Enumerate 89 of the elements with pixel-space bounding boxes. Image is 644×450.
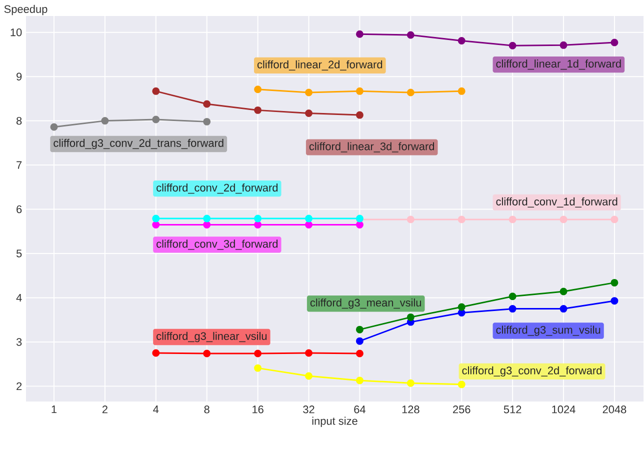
point [356,376,364,384]
x-tick-label: 8 [204,406,210,414]
point [305,110,313,118]
point [203,221,211,229]
point [254,350,262,358]
point [152,221,160,229]
point [458,37,466,45]
point [508,216,516,224]
point [305,349,313,357]
point [305,214,313,222]
y-tick-label: 6 [16,206,22,214]
point [458,303,466,311]
point [152,214,160,222]
series-label: clifford_linear_1d_forward [496,60,621,70]
point [458,380,466,388]
series-label: clifford_g3_conv_2d_trans_forward [54,139,224,150]
y-axis-title: Speedup [4,5,48,16]
point [356,30,364,38]
point [203,214,211,222]
point [356,350,364,358]
point [508,292,516,300]
series-label: clifford_g3_sum_vsilu [496,326,600,336]
point [356,221,364,229]
text: clifford_linear_3d_forward [309,142,434,152]
x-tick-label: 16 [252,406,264,414]
point [610,297,618,305]
point [458,216,466,224]
x-tick-label: 128 [402,406,420,414]
y-tick-label: 9 [16,72,22,81]
point [203,118,211,126]
y-tick-label: 10 [10,28,22,36]
point [305,88,313,96]
point [458,88,466,96]
point [356,326,364,334]
point [50,123,58,131]
x-tick-label: 4 [153,406,159,414]
x-tick-label: 64 [354,406,366,414]
point [406,314,414,322]
point [610,216,618,224]
point [152,88,160,96]
point [406,380,414,388]
point [254,214,262,222]
point [560,42,568,50]
y-tick-label: 7 [16,161,22,169]
point [152,349,160,357]
point [356,338,364,345]
point [254,221,262,229]
x-tick-label: 256 [453,406,470,414]
point [610,38,618,46]
y-tick-label: 8 [16,117,22,125]
point [508,42,516,50]
x-tick-label: 512 [504,406,522,414]
series-label: clifford_g3_linear_vsilu [156,332,267,342]
series-label: clifford_conv_1d_forward [496,198,618,208]
point [305,372,313,380]
point [560,305,568,313]
text: clifford_conv_2d_forward [156,184,278,194]
point [406,31,414,39]
point [305,221,313,229]
point [254,364,262,372]
y-tick-label: 3 [16,338,22,346]
x-axis-title: input size [312,416,358,428]
series-label: clifford_g3_mean_vsilu [310,298,421,309]
point [406,88,414,96]
point [254,106,262,114]
point [610,279,618,287]
series-label: clifford_g3_conv_2d_forward [462,366,602,377]
point [254,86,262,94]
point [560,288,568,296]
point [101,117,109,125]
x-tick-label: 1024 [552,406,576,414]
point [406,216,414,224]
x-tick-label: 2048 [602,406,626,414]
point [356,88,364,96]
series-label: clifford_linear_2d_forward [257,60,382,71]
point [152,116,160,124]
y-tick-label: 2 [16,382,22,390]
point [508,305,516,313]
point [560,216,568,224]
point [203,350,211,358]
x-tick-label: 2 [102,406,108,414]
point [203,100,211,108]
series-label: clifford_conv_3d_forward [156,240,278,250]
x-tick-label: 1 [52,406,57,414]
y-tick-label: 5 [16,250,22,258]
point [458,309,466,317]
x-tick-label: 32 [303,406,314,414]
y-tick-label: 4 [16,294,22,302]
point [356,111,364,119]
